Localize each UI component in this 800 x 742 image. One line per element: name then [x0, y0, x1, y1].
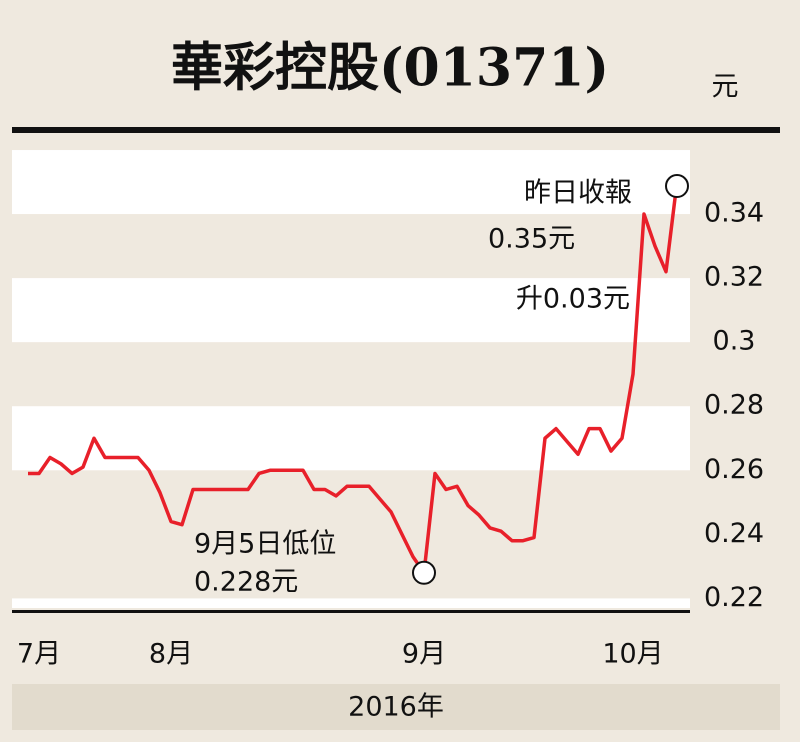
- y-tick-label: 0.26: [704, 454, 764, 485]
- grid-band: [12, 598, 690, 608]
- x-tick-label: 8月: [149, 639, 193, 670]
- grid-band: [12, 150, 690, 215]
- annotation: 0.35元: [488, 224, 575, 255]
- y-tick-label: 0.24: [704, 518, 764, 549]
- year-strip: [12, 684, 780, 730]
- y-tick-label: 0.22: [704, 582, 764, 613]
- x-axis-title: 2016年: [348, 692, 444, 723]
- annotation: 升0.03元: [516, 284, 630, 315]
- x-axis-line: [12, 610, 690, 613]
- unit-label: 元: [712, 72, 739, 103]
- grid-band: [12, 278, 690, 343]
- x-tick-label: 9月: [402, 639, 446, 670]
- title-rule: [12, 127, 780, 133]
- y-tick-label: 0.3: [713, 326, 756, 357]
- y-tick-label: 0.32: [704, 262, 764, 293]
- chart-title: 華彩控股(01371): [171, 38, 609, 99]
- point-marker: [665, 174, 689, 199]
- grid-band: [12, 406, 690, 471]
- y-tick-label: 0.34: [704, 198, 764, 229]
- annotation: 9月5日低位: [194, 529, 336, 560]
- y-tick-label: 0.28: [704, 390, 764, 421]
- line: [28, 181, 679, 575]
- point-marker: [412, 560, 436, 585]
- x-tick-label: 7月: [17, 639, 61, 670]
- annotation: 昨日收報: [524, 178, 632, 209]
- x-tick-label: 10月: [602, 639, 663, 670]
- annotation: 0.228元: [194, 567, 298, 598]
